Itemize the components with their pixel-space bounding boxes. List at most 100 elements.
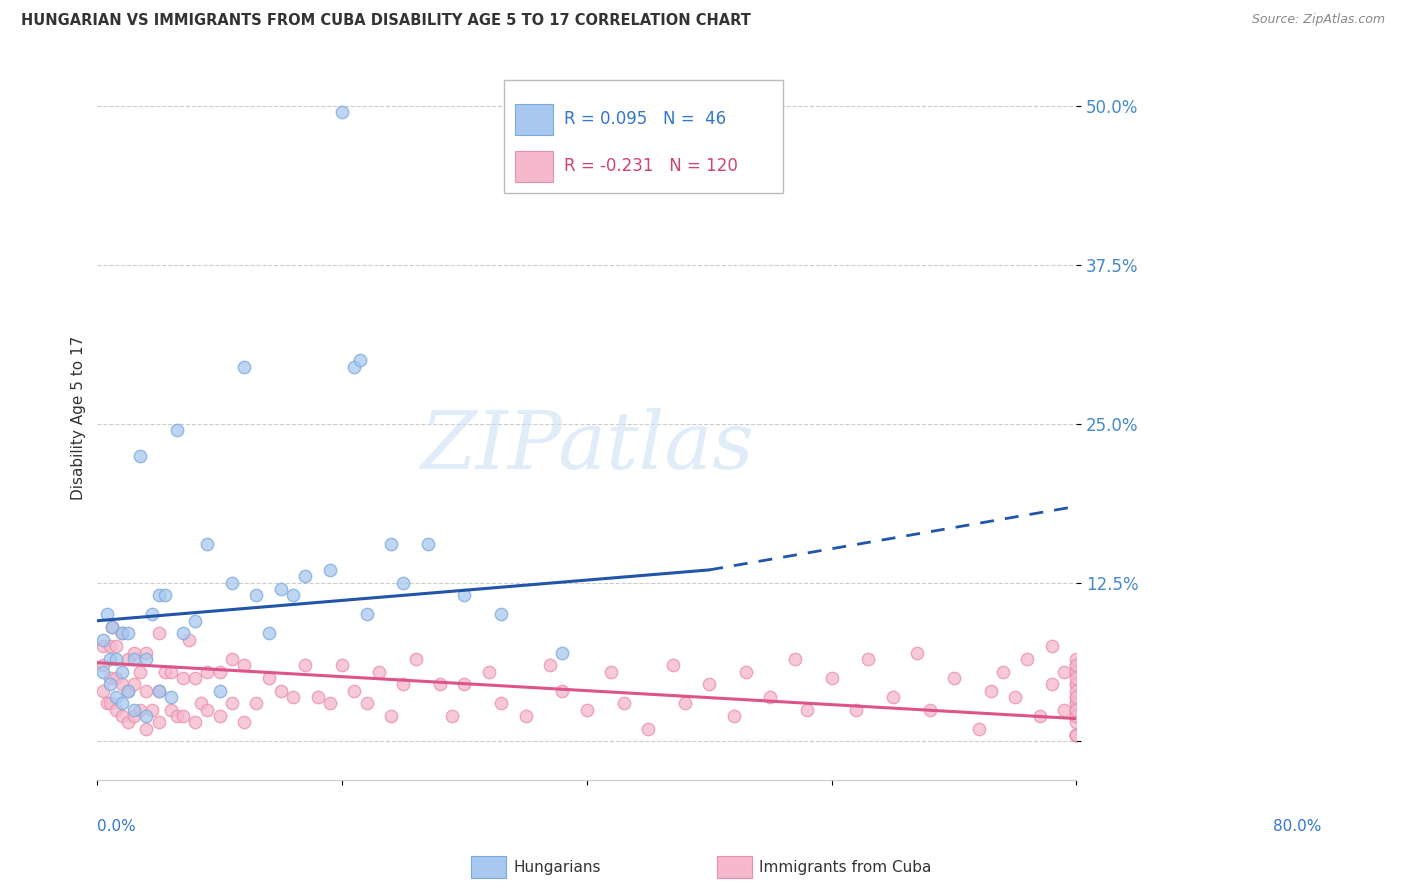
Point — [1066, 697, 1088, 711]
Point — [330, 658, 353, 673]
Text: Immigrants from Cuba: Immigrants from Cuba — [759, 860, 932, 874]
FancyBboxPatch shape — [516, 104, 553, 135]
Y-axis label: Disability Age 5 to 17: Disability Age 5 to 17 — [72, 335, 86, 500]
Point — [343, 359, 366, 374]
Point — [245, 588, 267, 602]
Point — [1066, 677, 1088, 691]
Point — [129, 449, 152, 463]
Point — [319, 697, 342, 711]
Point — [96, 697, 118, 711]
Point — [111, 665, 134, 679]
Point — [1066, 683, 1088, 698]
Point — [122, 677, 145, 691]
Point — [96, 607, 118, 622]
Point — [1066, 665, 1088, 679]
Point — [166, 423, 188, 437]
Point — [233, 715, 256, 730]
Point — [1066, 728, 1088, 742]
Point — [122, 709, 145, 723]
Point — [104, 652, 127, 666]
Point — [135, 722, 157, 736]
Point — [184, 715, 207, 730]
Point — [600, 665, 623, 679]
Point — [783, 652, 806, 666]
Point — [943, 671, 966, 685]
Point — [221, 697, 243, 711]
Point — [330, 105, 353, 120]
Point — [208, 665, 231, 679]
Point — [245, 697, 267, 711]
Point — [858, 652, 880, 666]
Point — [233, 658, 256, 673]
Point — [141, 703, 163, 717]
Point — [1066, 677, 1088, 691]
Point — [104, 690, 127, 704]
Point — [759, 690, 782, 704]
Point — [515, 709, 537, 723]
Point — [141, 607, 163, 622]
Point — [1066, 728, 1088, 742]
Point — [1066, 665, 1088, 679]
Point — [135, 646, 157, 660]
Point — [489, 607, 512, 622]
Point — [117, 715, 139, 730]
Point — [153, 665, 176, 679]
Point — [367, 665, 389, 679]
Point — [148, 588, 170, 602]
Point — [882, 690, 904, 704]
Point — [1066, 715, 1088, 730]
Point — [283, 690, 305, 704]
Text: Source: ZipAtlas.com: Source: ZipAtlas.com — [1251, 13, 1385, 27]
Point — [104, 703, 127, 717]
Point — [613, 697, 636, 711]
Point — [135, 683, 157, 698]
Point — [392, 575, 415, 590]
Point — [98, 639, 121, 653]
Point — [98, 652, 121, 666]
Point — [294, 658, 316, 673]
Point — [257, 626, 280, 640]
Point — [478, 665, 501, 679]
Point — [349, 353, 371, 368]
Point — [166, 709, 188, 723]
Point — [538, 658, 561, 673]
Point — [1053, 665, 1076, 679]
Point — [380, 537, 402, 551]
Point — [117, 652, 139, 666]
Point — [135, 652, 157, 666]
Point — [111, 626, 134, 640]
Point — [122, 652, 145, 666]
Point — [820, 671, 842, 685]
Point — [697, 677, 720, 691]
Point — [197, 537, 219, 551]
Point — [441, 709, 464, 723]
Point — [221, 575, 243, 590]
Text: R = -0.231   N = 120: R = -0.231 N = 120 — [564, 157, 738, 175]
Point — [1066, 652, 1088, 666]
Point — [661, 658, 683, 673]
Point — [122, 646, 145, 660]
Point — [98, 671, 121, 685]
Point — [1066, 671, 1088, 685]
Point — [1066, 709, 1088, 723]
Point — [1004, 690, 1026, 704]
Point — [980, 683, 1002, 698]
Point — [1066, 703, 1088, 717]
Point — [1066, 728, 1088, 742]
Point — [122, 703, 145, 717]
Point — [1066, 658, 1088, 673]
Point — [148, 683, 170, 698]
Point — [429, 677, 451, 691]
Point — [319, 563, 342, 577]
Point — [307, 690, 329, 704]
Point — [735, 665, 758, 679]
Point — [392, 677, 415, 691]
Point — [1066, 690, 1088, 704]
Point — [172, 671, 194, 685]
Point — [489, 697, 512, 711]
Point — [101, 620, 124, 634]
Point — [356, 697, 378, 711]
Point — [129, 703, 152, 717]
Point — [104, 671, 127, 685]
Point — [1066, 709, 1088, 723]
